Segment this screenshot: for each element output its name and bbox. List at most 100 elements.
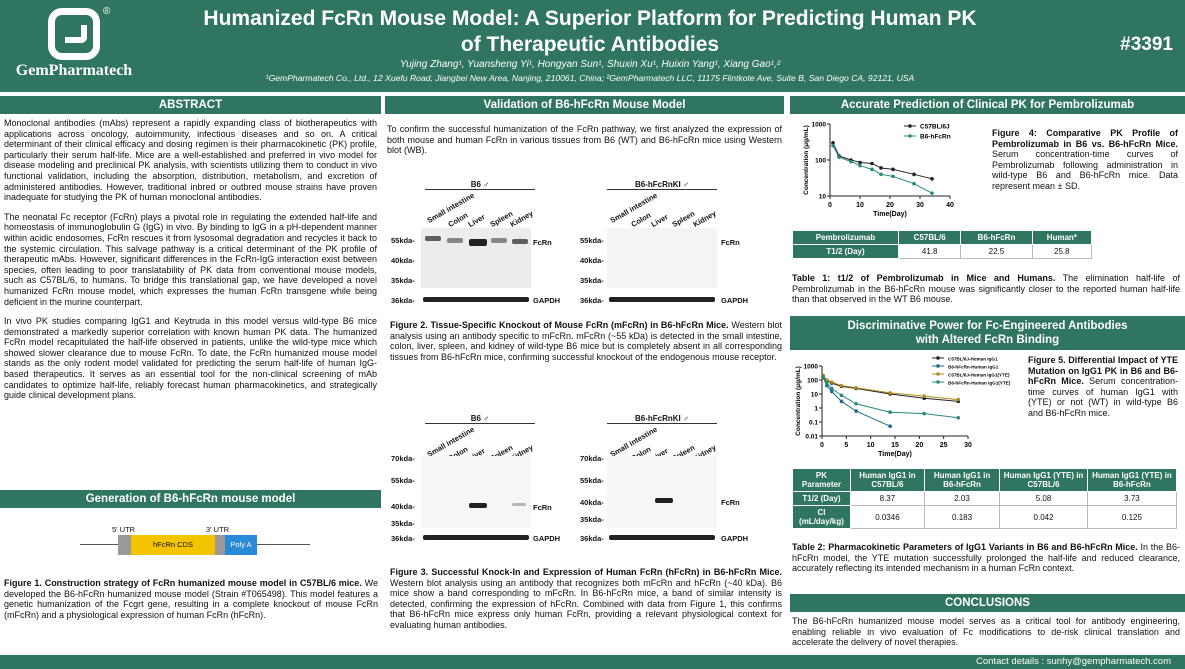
data-point [854,401,858,406]
blot1-lane-label: Kidney [691,208,718,229]
figure-3-caption: Figure 3. Successful Knock-In and Expres… [390,567,782,631]
data-point [912,181,916,186]
table2-cell: 3.73 [1086,491,1178,506]
logo-mark-icon [48,8,100,60]
logo-text: GemPharmatech [15,62,133,79]
blot2-band [469,503,487,508]
table2-header: Human IgG1 (YTE) in B6-hFcRn [1086,468,1178,492]
validation-heading: Validation of B6-hFcRn Mouse Model [385,96,784,114]
data-point [879,172,883,177]
registered-mark: ® [103,6,111,17]
data-point [837,155,841,159]
figure-4-title: Figure 4: Comparative PK Profile of Pemb… [992,128,1178,149]
blot1-group-b6: B6 ♂ [425,180,535,190]
x-axis-label: Time(Day) [873,211,907,218]
title-line-2: of Therapeutic Antibodies [460,33,720,56]
y-tick-label: 100 [815,158,826,165]
legend-label: B6-hFcRn-Human IgG1(YTE) [948,381,1011,386]
blot1-target-label: FcRn [721,238,740,247]
blot2-group-hfcrn: B6-hFcRnKI ♂ [607,414,717,424]
blot1-hfcrn-membrane [607,228,717,288]
blot1-loading-label: GAPDH [721,296,749,305]
data-point [870,167,874,172]
data-point [854,385,858,390]
cds-box: hFcRn CDS [131,535,215,555]
x-tick-label: 20 [886,202,894,209]
data-point [870,161,874,166]
blot1-lane-label: Liver [466,212,487,229]
blot1-band [469,239,487,246]
x-tick-label: 40 [946,202,954,209]
blot1-marker: 55kda- [580,236,604,245]
legend-label: B6-hFcRn-Human IgG1 [948,365,999,370]
blot2-marker: 70kda- [580,454,604,463]
table2-header: Human IgG1 (YTE) in C57BL/6 [999,468,1088,492]
blot1-lane-label: Spleen [670,208,697,229]
y-tick-label: 100 [807,378,818,385]
y-tick-label: 1000 [812,122,827,129]
data-point [839,383,844,388]
table1-header: B6-hFcRn [960,230,1033,245]
pk-chart-figure-5: 0 5 10 15 20 25 30 0.01 0.1 1 10 100 1000 Time(Day) Co… [795,356,1011,458]
x-tick-label: 30 [916,202,924,209]
table1-cell: 22.5 [960,244,1033,259]
blot2-loading-label: GAPDH [533,534,561,543]
figure-5-text: Serum concentration-time curves of human… [1028,376,1178,418]
blot1-lane-label: Liver [649,212,670,229]
x-tick-label: 0 [828,202,832,209]
data-point [839,393,844,398]
abstract-heading: ABSTRACT [0,96,381,114]
blot1-band [512,239,528,244]
blot2-marker: 36kda- [391,534,415,543]
legend-marker [908,124,912,128]
utr5-box [118,535,131,555]
western-blot-figure-3: B6 ♂ B6-hFcRnKI ♂ Small intestine Colon … [385,412,784,547]
figure-1-text: We developed the B6-hFcRn humanized mous… [4,578,378,620]
conclusions-text: The B6-hFcRn humanized mouse model serve… [792,616,1180,648]
data-point [891,167,895,172]
figure-5-title: Figure 5. Differential Impact of YTE Mut… [1028,355,1178,387]
x-tick-label: 10 [856,202,864,209]
table2-header: Human IgG1 in C57BL/6 [849,468,925,492]
blot2-marker: 40kda- [391,502,415,511]
data-point [922,394,926,398]
data-point [831,143,835,148]
pk-chart-figure-4: 0 10 20 30 40101001000Time(Day)Concentration… [803,122,954,219]
x-tick-label: 15 [891,442,899,449]
x-tick-label: 25 [940,442,948,449]
utr5-label: 5' UTR [112,525,136,534]
blot1-target-label: FcRn [533,238,552,247]
pk-table-2: PK Parameter Human IgG1 in C57BL/6 Human… [792,468,1178,529]
table1-cell: 41.8 [898,244,962,259]
blot1-marker: 35kda- [580,276,604,285]
legend-marker [936,364,940,368]
figure-4-caption: Figure 4: Comparative PK Profile of Pemb… [992,128,1178,192]
x-tick-label: 20 [915,442,923,449]
blot2-band [512,503,526,506]
table-2-text: In the B6-hFcRn model, the YTE mutation … [792,542,1180,574]
y-tick-label: 10 [811,392,819,399]
figure-1-title: Figure 1. Construction strategy of FcRn … [4,578,362,588]
table1-header: C57BL/6 [898,230,962,245]
blot2-marker: 40kda- [580,498,604,507]
legend-label: C57BL/6J-Human IgG1(YTE) [948,373,1010,378]
blot2-group-b6: B6 ♂ [425,414,535,424]
blot2-marker: 55kda- [580,476,604,485]
company-logo: ® GemPharmatech [8,4,140,88]
pk-heading: Accurate Prediction of Clinical PK for P… [790,96,1185,114]
figure-2-title: Figure 2. Tissue-Specific Knockout of Mo… [390,320,729,330]
data-point [839,399,844,404]
table2-cell: 0.125 [1086,505,1178,529]
utr3-label: 3' UTR [206,525,230,534]
series-line [832,145,933,194]
blot1-gapdh-band [609,297,715,302]
table2-cell: 0.183 [923,505,1001,529]
pk-table-1: Pembrolizumab C57BL/6 B6-hFcRn Human* T1… [791,230,1093,259]
table-2-title: Table 2: Pharmacokinetic Parameters of I… [792,542,1138,552]
fc-heading-line-2: with Altered FcRn Binding [915,334,1060,346]
validation-intro: To confirm the successful humanization o… [387,124,782,156]
figure-3-title: Figure 3. Successful Knock-In and Expres… [390,567,782,577]
data-point [858,160,862,165]
data-point [825,381,829,385]
y-axis-label: Concentration (μg/mL) [795,366,802,436]
